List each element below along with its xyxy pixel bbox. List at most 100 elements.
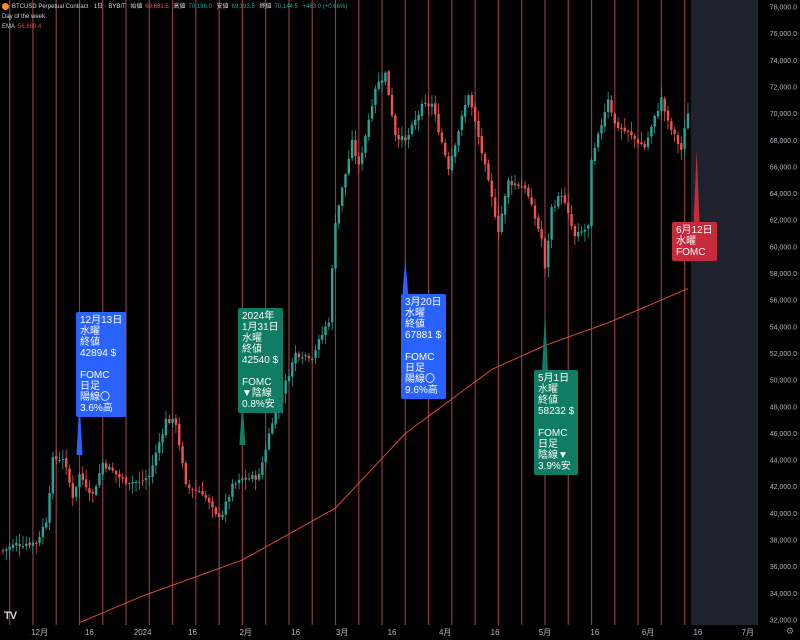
candle-body (370, 106, 374, 119)
indicator-ema[interactable]: EMA 56,869.4 (2, 22, 350, 32)
candle-body (188, 484, 191, 488)
candle-body (470, 94, 474, 108)
symbol-title[interactable]: BTCUSD Perpetual Contract · 1日 · BYBIT (12, 4, 126, 10)
candle-body (620, 127, 623, 130)
candle-body (178, 423, 181, 446)
time-tick-label: 2月 (239, 628, 251, 637)
candle-body (510, 180, 513, 186)
time-tick-label: 16 (85, 628, 94, 637)
price-tick-label: 46,000.0 (770, 431, 797, 438)
candle-body (420, 103, 424, 116)
candle-body (48, 493, 51, 523)
time-tick-label: 7月 (742, 628, 754, 637)
candle-body (490, 180, 493, 197)
time-axis[interactable]: 12月 16 2024 16 2月 16 3月 16 4月 16 5月 16 6月 16 7月 (0, 625, 758, 640)
price-tick-label: 40,000.0 (770, 511, 797, 518)
time-tick-label: 16 (188, 628, 197, 637)
candle-body (596, 133, 600, 148)
candle-body (217, 513, 221, 518)
candle-body (537, 217, 540, 229)
candle-body (164, 419, 168, 436)
candle-body (111, 467, 114, 471)
candle-body (656, 110, 660, 117)
price-tick-label: 64,000.0 (770, 191, 797, 198)
time-tick-label: 16 (693, 628, 702, 637)
indicator-day-of-week[interactable]: Day of the week (2, 14, 46, 20)
candle-body (507, 180, 510, 198)
candle-body (128, 483, 131, 485)
candle-body (683, 128, 686, 149)
candle-body (261, 462, 264, 475)
time-axis-bg (0, 625, 758, 640)
change-value: +463.0 (+0.66%) (302, 4, 348, 10)
ema-line (79, 288, 689, 624)
price-axis[interactable]: 32,000.0 34,000.0 36,000.0 38,000.0 40,000.0… (758, 0, 800, 640)
high-value: 70,196.0 (188, 4, 212, 10)
price-tick-label: 52,000.0 (770, 351, 797, 358)
candle-body (527, 187, 530, 197)
candle-body (297, 353, 301, 358)
candle-body (377, 81, 380, 89)
time-tick-label: 16 (388, 628, 397, 637)
candle-body (380, 80, 384, 83)
candle-body (367, 119, 370, 138)
callout-fomc-jan31: 2024年 1月31日 水曜 終値 42540 $ FOMC ▼陰線 0.8%安 (238, 308, 283, 413)
candle-body (317, 339, 321, 350)
candle-body (513, 183, 517, 186)
candle-body (487, 163, 490, 180)
candle-body (543, 238, 547, 269)
price-tick-label: 36,000.0 (770, 564, 797, 571)
candle-body (138, 481, 141, 483)
gear-icon[interactable]: ⚙ (786, 626, 795, 636)
candle-body (390, 94, 394, 116)
candle-body (311, 358, 314, 360)
candle-body (234, 483, 237, 485)
price-tick-label: 70,000.0 (770, 111, 797, 118)
price-axis-bg (758, 0, 800, 640)
candle-body (457, 131, 460, 146)
candle-body (400, 136, 404, 140)
candle-body (517, 184, 520, 187)
tradingview-logo[interactable]: TV (4, 610, 17, 622)
candle-body (603, 112, 607, 127)
candle-body (417, 114, 420, 121)
candle-body (221, 514, 224, 518)
candle-body (141, 480, 144, 482)
candle-body (31, 542, 35, 546)
candle-body (560, 195, 563, 197)
candle-body (18, 544, 21, 546)
candle-body (467, 95, 470, 105)
symbol-row[interactable]: BTCUSD Perpetual Contract · 1日 · BYBIT 始… (2, 2, 350, 12)
candle-body (670, 121, 673, 130)
candle-body (460, 115, 464, 131)
candle-body (600, 125, 603, 134)
price-tick-label: 66,000.0 (770, 164, 797, 171)
candle-body (330, 268, 334, 323)
candle-body (360, 153, 364, 164)
candle-body (424, 102, 427, 104)
candle-body (41, 526, 45, 538)
callout-pointers (76, 150, 700, 455)
open-label: 始値 (130, 4, 143, 10)
candle-body (563, 195, 567, 203)
callout-pointer (693, 150, 700, 224)
candle-body (324, 326, 327, 335)
candle-body (121, 477, 124, 479)
candle-body (567, 202, 570, 214)
candle-body (573, 225, 577, 237)
price-tick-label: 32,000.0 (770, 617, 797, 624)
candle-body (74, 486, 78, 497)
price-tick-label: 68,000.0 (770, 138, 797, 145)
price-tick-label: 58,000.0 (770, 271, 797, 278)
candle-body (5, 549, 8, 551)
candle-body (653, 115, 656, 127)
candle-body (45, 522, 48, 528)
candle-body (84, 479, 88, 488)
time-tick-label: 5月 (539, 628, 551, 637)
candle-body (124, 477, 128, 484)
candle-body (8, 546, 11, 550)
candle-body (520, 186, 523, 188)
candle-body (337, 205, 341, 224)
